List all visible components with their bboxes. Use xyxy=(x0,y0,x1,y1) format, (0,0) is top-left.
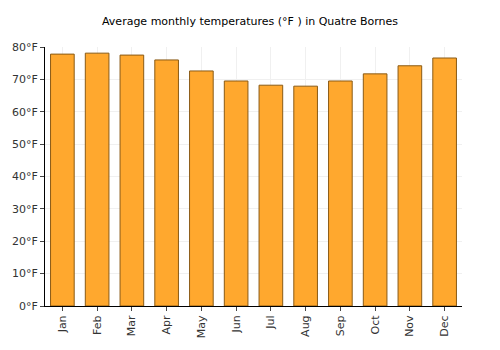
svg-text:Jul: Jul xyxy=(264,315,277,329)
svg-text:40°F: 40°F xyxy=(12,170,38,183)
svg-text:0°F: 0°F xyxy=(19,300,38,313)
svg-text:70°F: 70°F xyxy=(12,73,38,86)
svg-text:Mar: Mar xyxy=(125,315,138,336)
svg-text:Apr: Apr xyxy=(160,315,173,335)
svg-text:Dec: Dec xyxy=(438,315,451,336)
svg-text:Feb: Feb xyxy=(91,315,104,334)
svg-text:Aug: Aug xyxy=(299,315,312,336)
svg-text:10°F: 10°F xyxy=(12,267,38,280)
svg-text:Jun: Jun xyxy=(230,315,243,333)
svg-text:Oct: Oct xyxy=(369,315,382,335)
svg-text:20°F: 20°F xyxy=(12,235,38,248)
svg-text:Jan: Jan xyxy=(56,315,69,333)
svg-text:Average monthly temperatures (: Average monthly temperatures (°F ) in Qu… xyxy=(102,15,398,28)
svg-text:80°F: 80°F xyxy=(12,41,38,54)
svg-text:May: May xyxy=(195,315,208,338)
svg-text:Nov: Nov xyxy=(403,315,416,337)
svg-text:30°F: 30°F xyxy=(12,203,38,216)
svg-text:60°F: 60°F xyxy=(12,106,38,119)
svg-text:50°F: 50°F xyxy=(12,138,38,151)
svg-text:Sep: Sep xyxy=(334,315,347,336)
